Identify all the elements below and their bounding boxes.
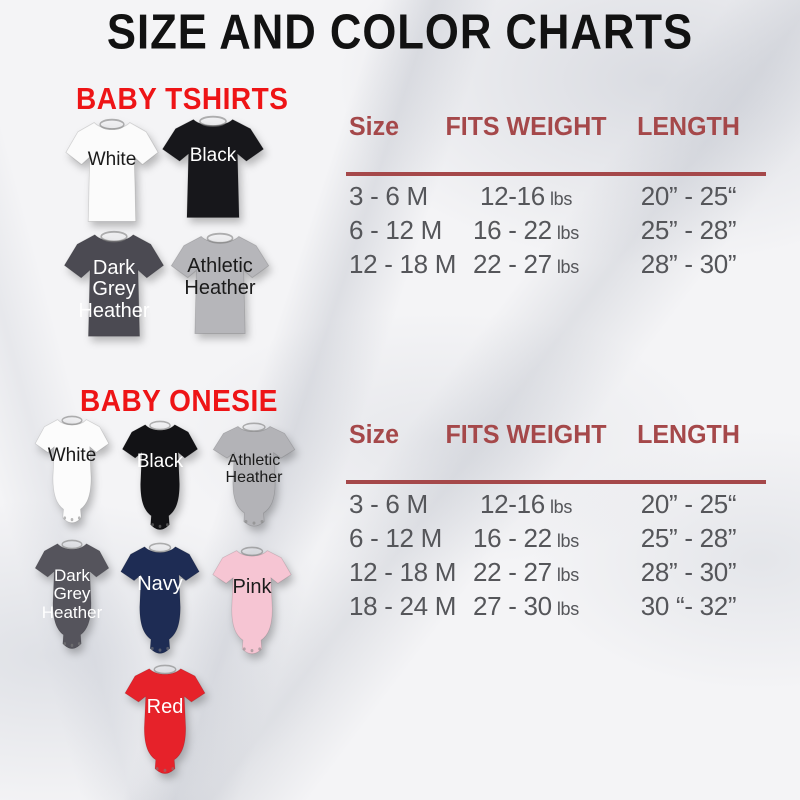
length-cell: 20” - 25“ (640, 489, 737, 519)
onesie-navy: Navy (111, 541, 209, 665)
column-header-size: Size (349, 112, 400, 142)
column-header-weight: FITS WEIGHT (445, 420, 607, 450)
onesie-shape (34, 539, 110, 650)
size-cell: 6 - 12 M (349, 523, 442, 553)
tshirt-shape (161, 115, 265, 218)
weight-cell: 16 - 22 lbs (473, 523, 579, 553)
tshirt-shape (170, 232, 270, 335)
onesie-shape (124, 664, 206, 775)
weight-cell: 22 - 27 lbs (473, 249, 579, 279)
length-cell: 28” - 30” (640, 249, 737, 279)
weight-cell: 27 - 30 lbs (473, 591, 579, 621)
onesie-dark-grey-heather: Dark Grey Heather (26, 538, 118, 660)
length-cell: 30 “- 32” (640, 591, 737, 621)
garment-color-label: Athletic Heather (184, 255, 256, 299)
tshirt-size-table: Size FITS WEIGHT LENGTH 3 - 6 M 12-16 lbs… (346, 112, 766, 281)
weight-cell: 16 - 22 lbs (473, 215, 579, 245)
length-cell: 25” - 28” (640, 523, 737, 553)
onesie-size-table: Size FITS WEIGHT LENGTH 3 - 6 M 12-16 lbs… (346, 420, 766, 623)
length-cell: 28” - 30” (640, 557, 737, 587)
tshirt-dark-grey-heather: Dark Grey Heather (58, 228, 170, 343)
onesie-athletic-heather: Athletic Heather (203, 421, 305, 537)
garment-color-label: Pink (232, 576, 272, 599)
onesies-section-heading: BABY ONESIE (80, 384, 278, 418)
size-cell: 6 - 12 M (349, 215, 442, 245)
size-cell: 3 - 6 M (349, 181, 428, 211)
tshirt-black: Black (156, 113, 270, 224)
onesie-shape (120, 542, 200, 654)
tshirt-shape (65, 118, 159, 222)
garment-color-label: White (87, 148, 137, 170)
onesie-shape (212, 546, 292, 655)
length-cell: 25” - 28” (640, 215, 737, 245)
column-header-weight: FITS WEIGHT (445, 112, 607, 142)
onesie-red: Red (115, 663, 215, 785)
onesie-shape (34, 415, 110, 524)
length-cell: 20” - 25“ (640, 181, 737, 211)
size-cell: 18 - 24 M (349, 591, 457, 621)
table-divider (346, 480, 766, 484)
tshirt-white: White (60, 116, 164, 228)
tshirts-section-heading: BABY TSHIRTS (76, 82, 289, 116)
weight-cell: 12-16 lbs (479, 181, 573, 211)
onesie-shape (212, 422, 296, 527)
column-header-length: LENGTH (637, 420, 740, 450)
onesie-black: Black (113, 419, 207, 541)
garment-color-label: Red (146, 696, 184, 719)
size-cell: 3 - 6 M (349, 489, 428, 519)
tshirt-athletic-heather: Athletic Heather (165, 230, 275, 340)
weight-cell: 22 - 27 lbs (473, 557, 579, 587)
garment-color-label: Navy (137, 573, 183, 596)
table-divider (346, 172, 766, 176)
onesie-pink: Pink (203, 545, 301, 665)
weight-cell: 12-16 lbs (479, 489, 573, 519)
garment-color-label: Dark Grey Heather (41, 566, 103, 622)
onesie-white: White (26, 414, 118, 534)
garment-color-label: Black (136, 450, 184, 472)
column-header-size: Size (349, 420, 400, 450)
column-header-length: LENGTH (637, 112, 740, 142)
onesie-shape (121, 420, 199, 531)
size-cell: 12 - 18 M (349, 249, 457, 279)
garment-color-label: Dark Grey Heather (78, 256, 150, 322)
garment-color-label: White (47, 445, 97, 467)
size-cell: 12 - 18 M (349, 557, 457, 587)
page-title: SIZE AND COLOR CHARTS (106, 3, 694, 60)
tshirt-shape (63, 230, 165, 337)
garment-color-label: Black (189, 145, 237, 167)
garment-color-label: Athletic Heather (225, 452, 283, 487)
